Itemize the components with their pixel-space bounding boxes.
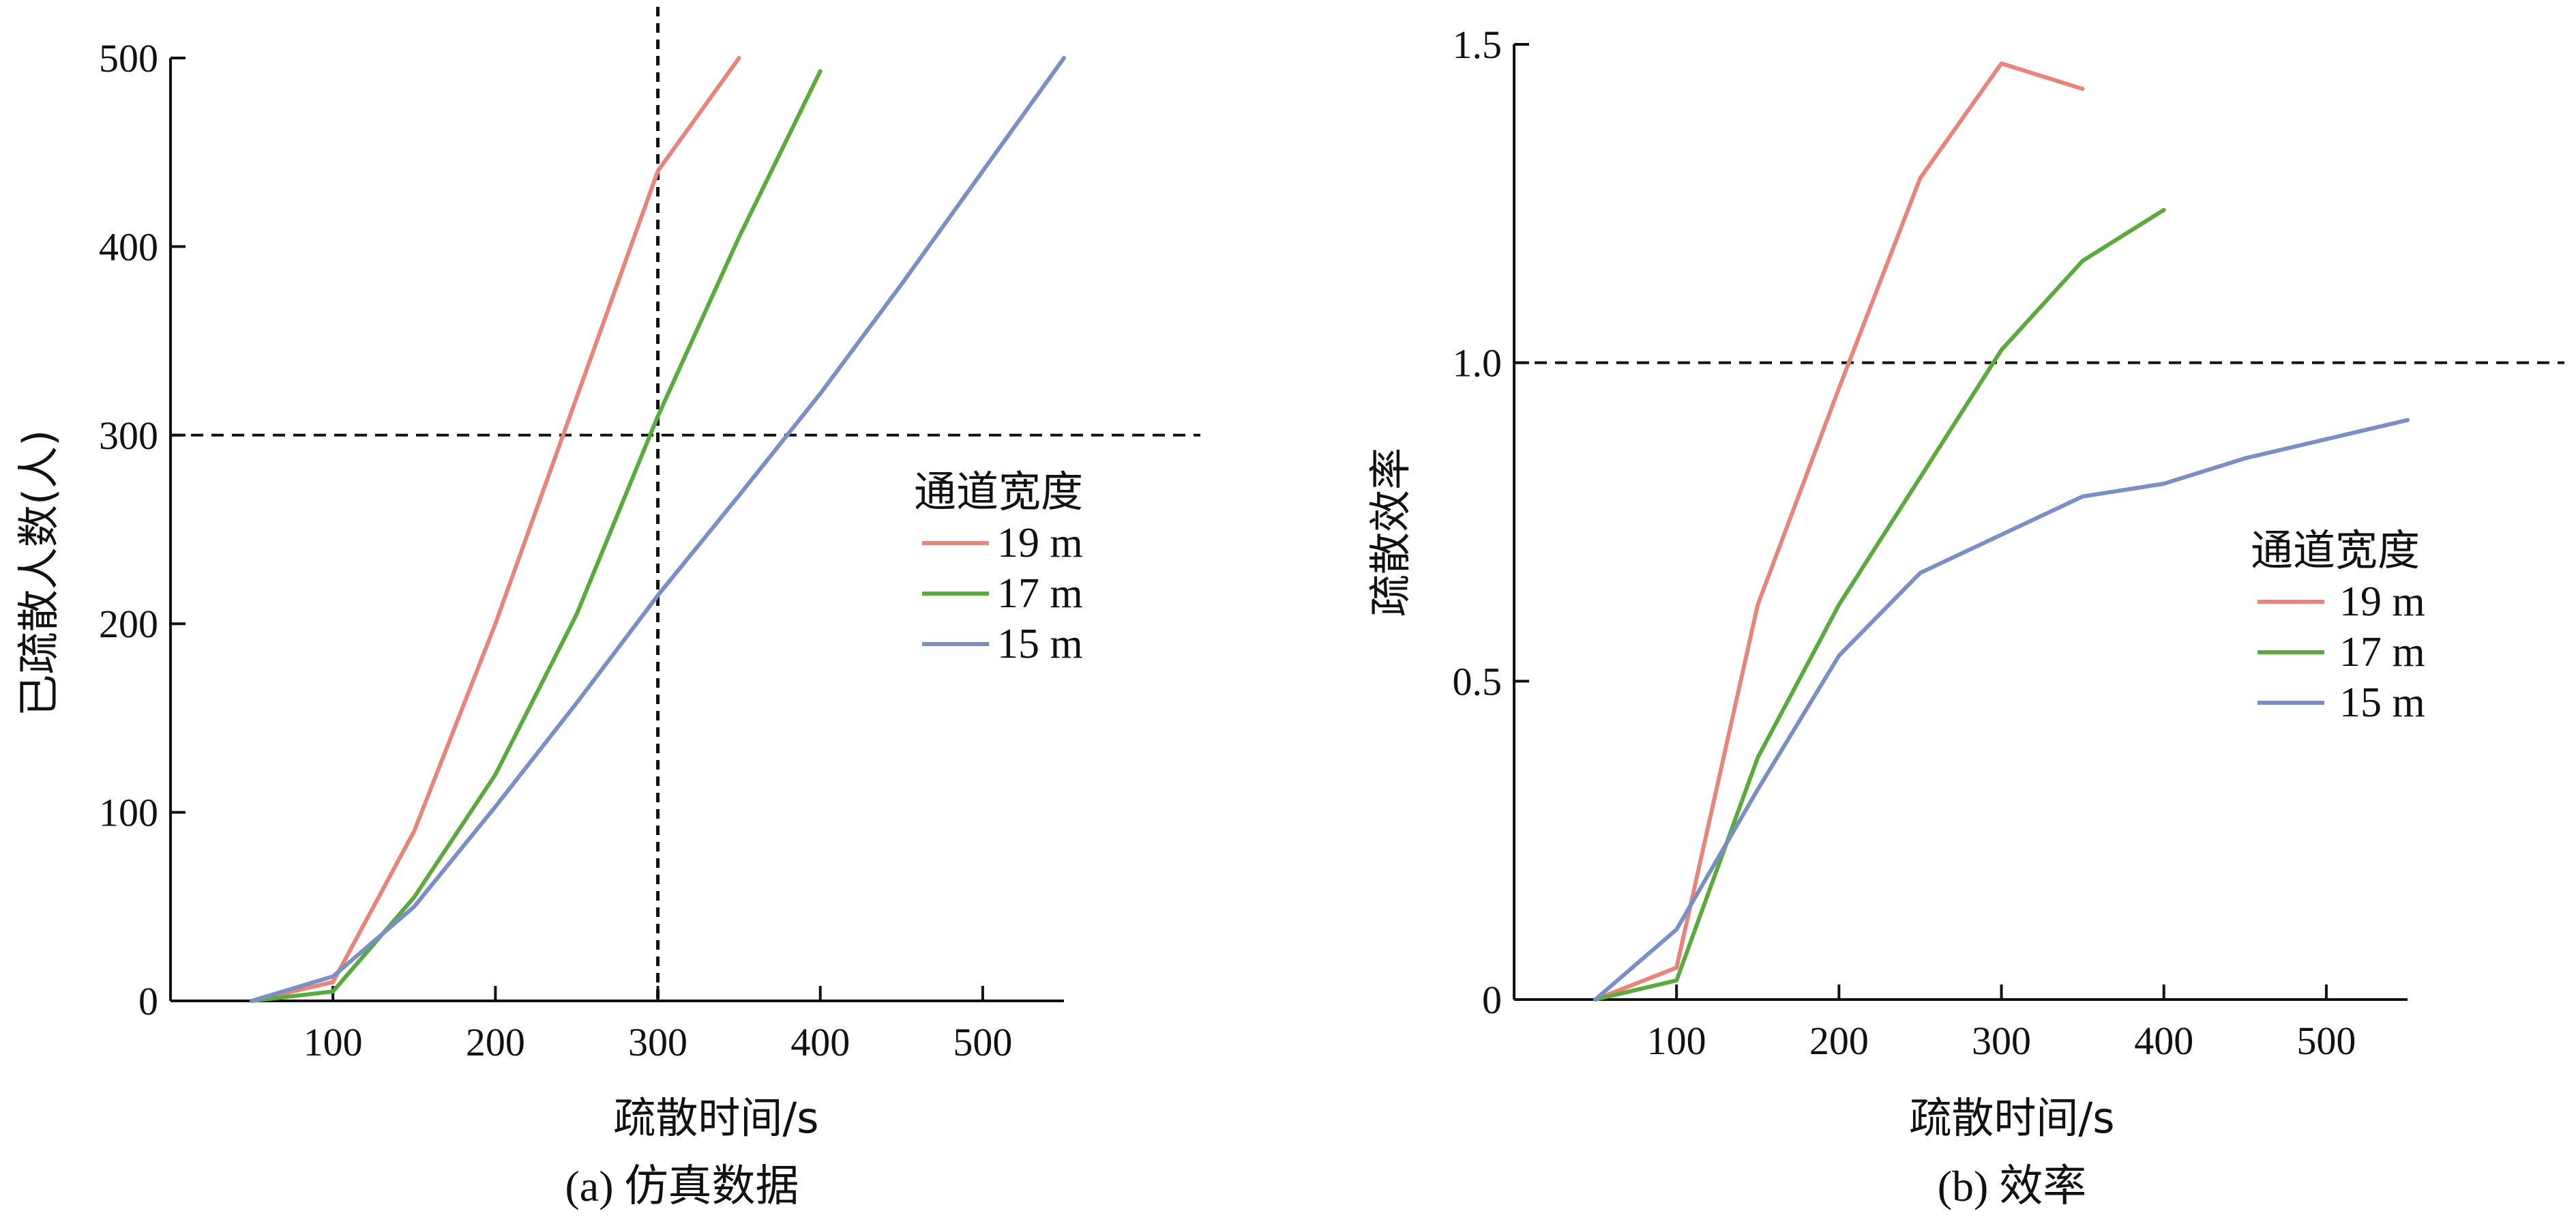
panel-a-y-tick-label: 200: [99, 602, 158, 646]
panel-b-x-tick-label: 500: [2296, 1019, 2356, 1063]
panel-a-x-tick-label: 200: [466, 1020, 525, 1064]
panel-a-x-tick-label: 400: [790, 1020, 850, 1064]
panel-b-legend-title: 通道宽度: [2251, 525, 2420, 575]
panel-b-y-tick-label: 0: [1482, 978, 1502, 1022]
panel-a-y-tick-label: 0: [138, 979, 158, 1023]
panel-a-legend-label-19m: 19 m: [997, 520, 1083, 566]
panel-a-y-axis-label: 已疏散人数(人): [14, 430, 63, 716]
panel-b-y-axis-label: 疏散效率: [1365, 448, 1415, 617]
panel-a-legend-label-15m: 15 m: [997, 621, 1083, 667]
panel-a-y-tick-label: 500: [99, 36, 158, 81]
panel-b-series-line-15m: [1593, 418, 2410, 1002]
panel-b-legend-label-19m: 19 m: [2339, 579, 2425, 625]
panel-a-legend-title: 通道宽度: [914, 467, 1083, 516]
panel-a-y-tick-label: 100: [99, 791, 158, 835]
panel-b-series-line-17m: [1593, 207, 2166, 1002]
panel-b-x-tick-label: 200: [1809, 1019, 1869, 1063]
panel-a-series-line-17m: [250, 69, 823, 1003]
panel-a-x-axis-label: 疏散时间/s: [613, 1093, 818, 1143]
panel-a-x-tick-label: 300: [628, 1020, 687, 1064]
panel-a-y-tick-label: 400: [99, 224, 158, 269]
panel-a-x-tick-label: 500: [953, 1020, 1012, 1064]
panel-b-y-tick-label: 0.5: [1453, 659, 1502, 703]
panel-a-caption: (a) 仿真数据: [565, 1162, 799, 1210]
panel-a-x-tick-label: 100: [304, 1020, 363, 1064]
panel-b-x-tick-label: 300: [1972, 1019, 2031, 1063]
panel-b-x-axis-label: 疏散时间/s: [1909, 1093, 2114, 1143]
panel-b-series-line-19m: [1593, 61, 2085, 1002]
panel-a-series-line-15m: [250, 56, 1066, 1003]
panel-a-y-tick-label: 300: [99, 413, 158, 458]
panel-a-legend-label-17m: 17 m: [997, 570, 1083, 617]
panel-b-caption: (b) 效率: [1938, 1162, 2087, 1210]
panel-a-series-line-19m: [250, 56, 741, 1003]
panel-b-y-tick-label: 1.0: [1453, 341, 1502, 385]
panel-b-legend-label-15m: 15 m: [2339, 680, 2425, 726]
panel-b-legend-label-17m: 17 m: [2339, 629, 2425, 675]
panel-b-x-tick-label: 400: [2134, 1019, 2193, 1063]
panel-b-y-tick-label: 1.5: [1453, 23, 1502, 67]
panel-b-x-tick-label: 100: [1647, 1019, 1706, 1063]
